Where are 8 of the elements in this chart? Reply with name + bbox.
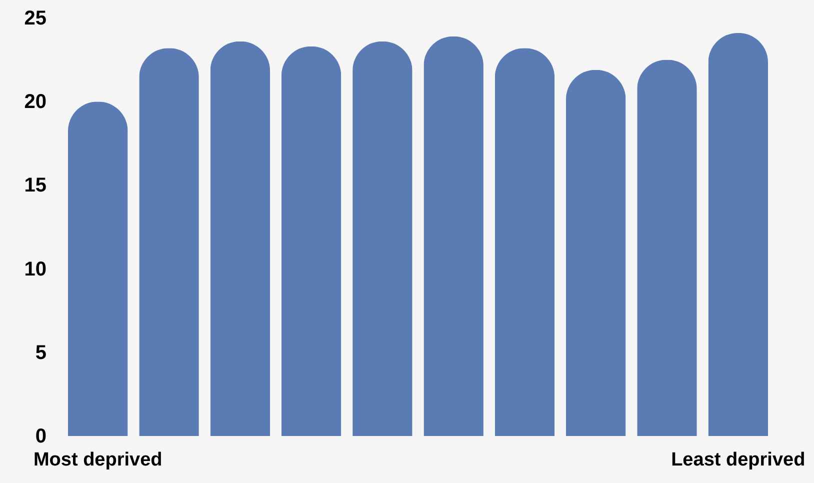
y-tick-label: 15 — [24, 174, 46, 197]
y-tick-label: 25 — [24, 8, 46, 30]
y-tick-label: 5 — [35, 342, 46, 364]
x-tick-label: Least deprived — [671, 450, 806, 470]
y-tick-label: 10 — [24, 258, 46, 280]
y-tick-label: 20 — [24, 91, 46, 114]
y-tick-label: 0 — [35, 426, 46, 448]
x-tick-label: Most deprived — [33, 450, 162, 470]
